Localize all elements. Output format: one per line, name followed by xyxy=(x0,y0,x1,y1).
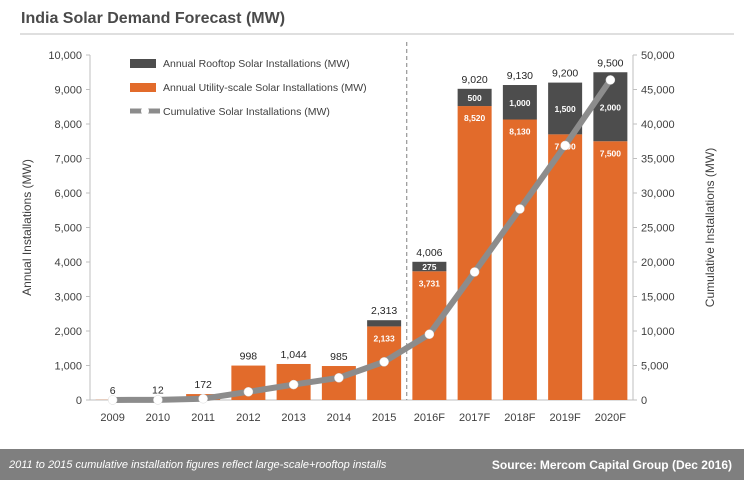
footer-note: 2011 to 2015 cumulative installation fig… xyxy=(9,459,387,471)
rooftop-bar xyxy=(412,261,447,272)
x-tick-label: 2019F xyxy=(550,412,581,424)
utility-bar xyxy=(593,141,628,400)
left-tick-label: 3,000 xyxy=(54,292,82,304)
rooftop-bar xyxy=(457,88,492,107)
legend-swatch-rooftop xyxy=(130,59,156,68)
x-tick-label: 2017F xyxy=(459,412,490,424)
left-tick-label: 0 xyxy=(76,395,82,407)
x-tick-label: 2011 xyxy=(191,412,215,424)
x-tick-label: 2013 xyxy=(281,412,305,424)
right-tick-label: 30,000 xyxy=(641,188,675,200)
footer-bar: 2011 to 2015 cumulative installation fig… xyxy=(0,449,744,480)
utility-bar xyxy=(548,134,583,400)
rooftop-bar xyxy=(502,85,537,120)
total-label: 985 xyxy=(330,351,348,363)
legend-swatch-utility xyxy=(130,83,156,92)
cumulative-point xyxy=(560,140,570,151)
right-tick-label: 45,000 xyxy=(641,85,675,97)
rooftop-value-label: 1,500 xyxy=(554,104,576,114)
left-tick-label: 8,000 xyxy=(54,119,82,131)
rooftop-value-label: 1,000 xyxy=(509,98,531,108)
left-tick-label: 4,000 xyxy=(54,257,82,269)
utility-bar xyxy=(502,119,537,400)
utility-value-label: 3,731 xyxy=(419,278,441,288)
rooftop-value-label: 275 xyxy=(422,262,436,272)
footer-source: Source: Mercom Capital Group (Dec 2016) xyxy=(491,458,732,472)
right-tick-label: 50,000 xyxy=(641,50,675,62)
x-tick-label: 2018F xyxy=(504,412,535,424)
y-axis-title: Annual Installations (MW) xyxy=(20,159,34,296)
right-tick-label: 5,000 xyxy=(641,361,669,373)
left-tick-label: 2,000 xyxy=(54,326,82,338)
x-tick-label: 2014 xyxy=(327,412,351,424)
cumulative-point xyxy=(107,395,118,405)
right-tick-label: 25,000 xyxy=(641,223,675,235)
chart-canvas: India Solar Demand Forecast (MW) 0 1,000 2,… xyxy=(20,10,734,424)
cumulative-point xyxy=(605,75,616,85)
x-tick-label: 2020F xyxy=(595,412,626,424)
right-tick-label: 20,000 xyxy=(641,257,675,269)
cumulative-point xyxy=(288,379,299,390)
total-label: 12 xyxy=(152,385,164,397)
utility-value-label: 2,133 xyxy=(373,333,395,343)
total-label: 172 xyxy=(194,379,212,391)
total-label: 998 xyxy=(240,351,258,363)
utility-value-label: 7,500 xyxy=(600,148,622,158)
x-tick-label: 2016F xyxy=(414,412,445,424)
cumulative-point xyxy=(153,395,163,405)
x-tick-label: 2010 xyxy=(146,412,170,424)
total-label: 9,200 xyxy=(552,68,578,80)
total-label: 1,044 xyxy=(280,349,306,361)
left-tick-label: 6,000 xyxy=(54,188,82,200)
rooftop-bar xyxy=(367,320,402,327)
chart-title: India Solar Demand Forecast (MW) xyxy=(21,10,285,27)
total-label: 9,020 xyxy=(461,74,487,86)
legend-label-utility: Annual Utility-scale Solar Installations… xyxy=(163,82,367,94)
right-tick-label: 40,000 xyxy=(641,119,675,131)
rooftop-value-label: 2,000 xyxy=(600,102,622,112)
utility-value-label: 8,130 xyxy=(509,127,531,137)
cumulative-point xyxy=(379,357,389,367)
right-tick-label: 0 xyxy=(641,395,647,407)
x-tick-label: 2009 xyxy=(100,412,124,424)
right-tick-label: 35,000 xyxy=(641,154,675,166)
cumulative-line xyxy=(109,76,614,403)
total-label: 2,313 xyxy=(371,305,397,317)
cumulative-point xyxy=(334,373,344,383)
legend-label-cumulative: Cumulative Solar Installations (MW) xyxy=(163,106,330,118)
total-label: 9,130 xyxy=(507,70,533,82)
legend-point-cumulative xyxy=(141,107,149,115)
x-tick-label: 2015 xyxy=(372,412,396,424)
utility-value-label: 8,520 xyxy=(464,113,486,123)
cumulative-point xyxy=(515,204,525,214)
cumulative-point xyxy=(198,393,208,404)
legend-label-rooftop: Annual Rooftop Solar Installations (MW) xyxy=(163,58,350,70)
total-label: 9,500 xyxy=(597,57,623,69)
total-label: 4,006 xyxy=(416,247,442,259)
left-tick-label: 5,000 xyxy=(54,223,82,235)
cumulative-point xyxy=(243,387,254,397)
y-axis-right-title: Cumulative Installations (MW) xyxy=(703,148,717,307)
cumulative-point xyxy=(469,267,480,277)
left-tick-label: 7,000 xyxy=(54,154,82,166)
total-label: 6 xyxy=(110,385,116,397)
right-tick-label: 15,000 xyxy=(641,292,675,304)
right-tick-label: 10,000 xyxy=(641,326,675,338)
rooftop-value-label: 500 xyxy=(468,93,482,103)
left-tick-label: 10,000 xyxy=(48,50,82,62)
left-tick-label: 9,000 xyxy=(54,85,82,97)
cumulative-point xyxy=(424,329,435,339)
left-tick-label: 1,000 xyxy=(54,361,82,373)
x-tick-label: 2012 xyxy=(236,412,260,424)
